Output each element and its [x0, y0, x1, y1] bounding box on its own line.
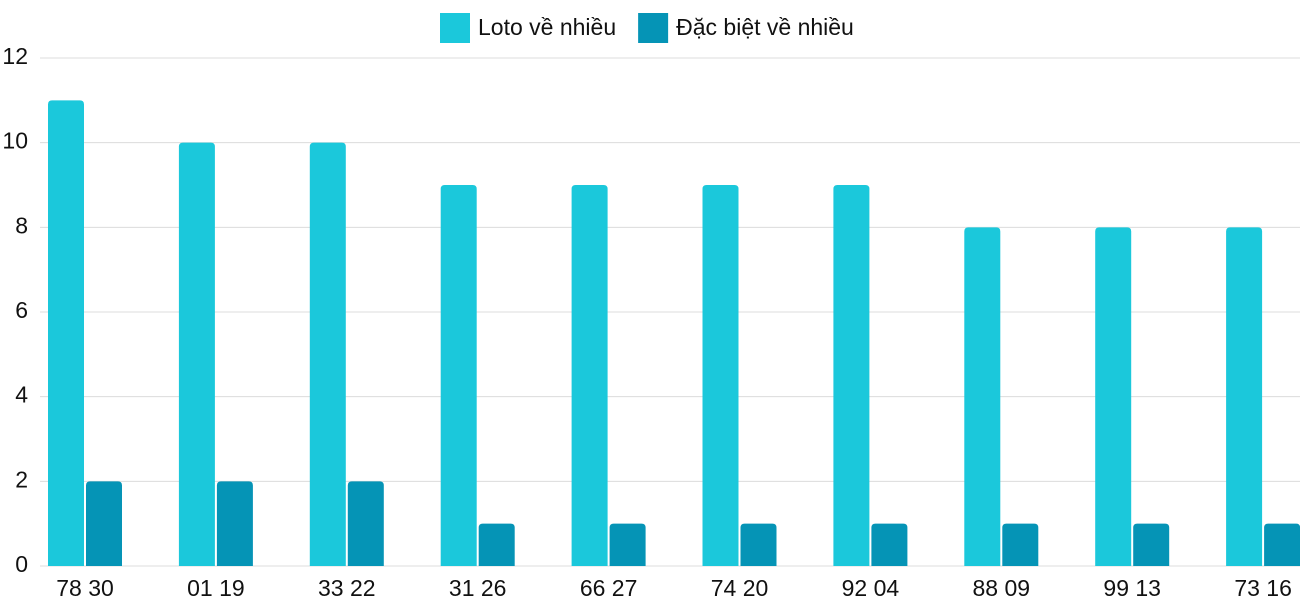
x-tick-label: 92 04 [842, 575, 900, 600]
x-tick-label: 88 09 [973, 575, 1031, 600]
bar [86, 481, 122, 566]
bar [216, 481, 253, 566]
bar [309, 142, 346, 566]
bar [1095, 227, 1132, 567]
bar [609, 523, 646, 566]
x-tick-label: 66 27 [580, 575, 638, 600]
y-tick-label: 8 [15, 212, 28, 238]
y-tick-label: 0 [15, 551, 28, 577]
bar [833, 185, 870, 566]
x-tick-label: 73 16 [1234, 575, 1292, 600]
y-tick-label: 2 [15, 466, 28, 492]
x-tick-label: 31 26 [449, 575, 507, 600]
x-tick-label: 78 30 [56, 575, 114, 600]
x-tick-label: 99 13 [1103, 575, 1161, 600]
bar [347, 481, 384, 566]
x-tick-label: 74 20 [711, 575, 769, 600]
y-tick-label: 4 [15, 382, 28, 408]
x-tick-label: 33 22 [318, 575, 376, 600]
bar [48, 100, 84, 566]
bar [478, 523, 515, 566]
legend-label: Loto về nhiều [478, 14, 616, 40]
bar [178, 142, 215, 566]
y-tick-label: 12 [2, 43, 28, 69]
bar [571, 185, 608, 566]
bar [1002, 523, 1039, 566]
bar [440, 185, 477, 566]
x-tick-label: 01 19 [187, 575, 245, 600]
y-tick-label: 10 [2, 128, 28, 154]
legend-swatch [638, 13, 669, 43]
bar [964, 227, 1001, 567]
legend-swatch [440, 13, 470, 43]
bar [1226, 227, 1263, 567]
bar [1133, 523, 1170, 566]
legend-label: Đặc biệt về nhiều [676, 14, 854, 40]
bar [702, 185, 739, 566]
bar [740, 523, 777, 566]
y-tick-label: 6 [15, 297, 28, 323]
bar [1264, 523, 1300, 566]
bar [871, 523, 908, 566]
